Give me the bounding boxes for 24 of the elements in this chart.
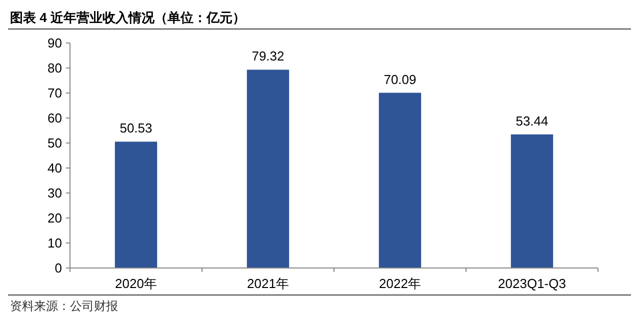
x-tick-label: 2022年	[379, 276, 421, 291]
y-tick-label: 70	[48, 86, 62, 100]
y-tick-label: 10	[48, 236, 62, 250]
data-label: 70.09	[384, 72, 416, 87]
data-label: 53.44	[516, 113, 548, 128]
text: 资料来源：公司财报	[10, 299, 118, 313]
bar	[114, 142, 158, 268]
y-tick-label: 90	[48, 36, 62, 50]
data-label: 50.53	[120, 120, 152, 136]
y-tick-label: 0	[54, 260, 62, 276]
y-tick-label: 30	[48, 186, 62, 200]
bar	[246, 70, 290, 268]
x-tick-label: 2020年	[115, 276, 157, 291]
y-tick-label: 60	[48, 110, 62, 126]
y-tick-label: 40	[48, 160, 62, 176]
x-tick-label: 2021年	[247, 276, 289, 291]
bar	[378, 92, 422, 268]
bar	[510, 134, 554, 268]
y-tick-label: 50	[48, 136, 62, 150]
chart-title: 图表 4 近年营业收入情况（单位：亿元）	[10, 10, 246, 25]
x-tick-label: 2023Q1-Q3	[498, 276, 566, 291]
y-tick-label: 20	[48, 210, 62, 226]
y-tick-label: 80	[48, 60, 62, 76]
data-label: 79.32	[252, 48, 284, 64]
